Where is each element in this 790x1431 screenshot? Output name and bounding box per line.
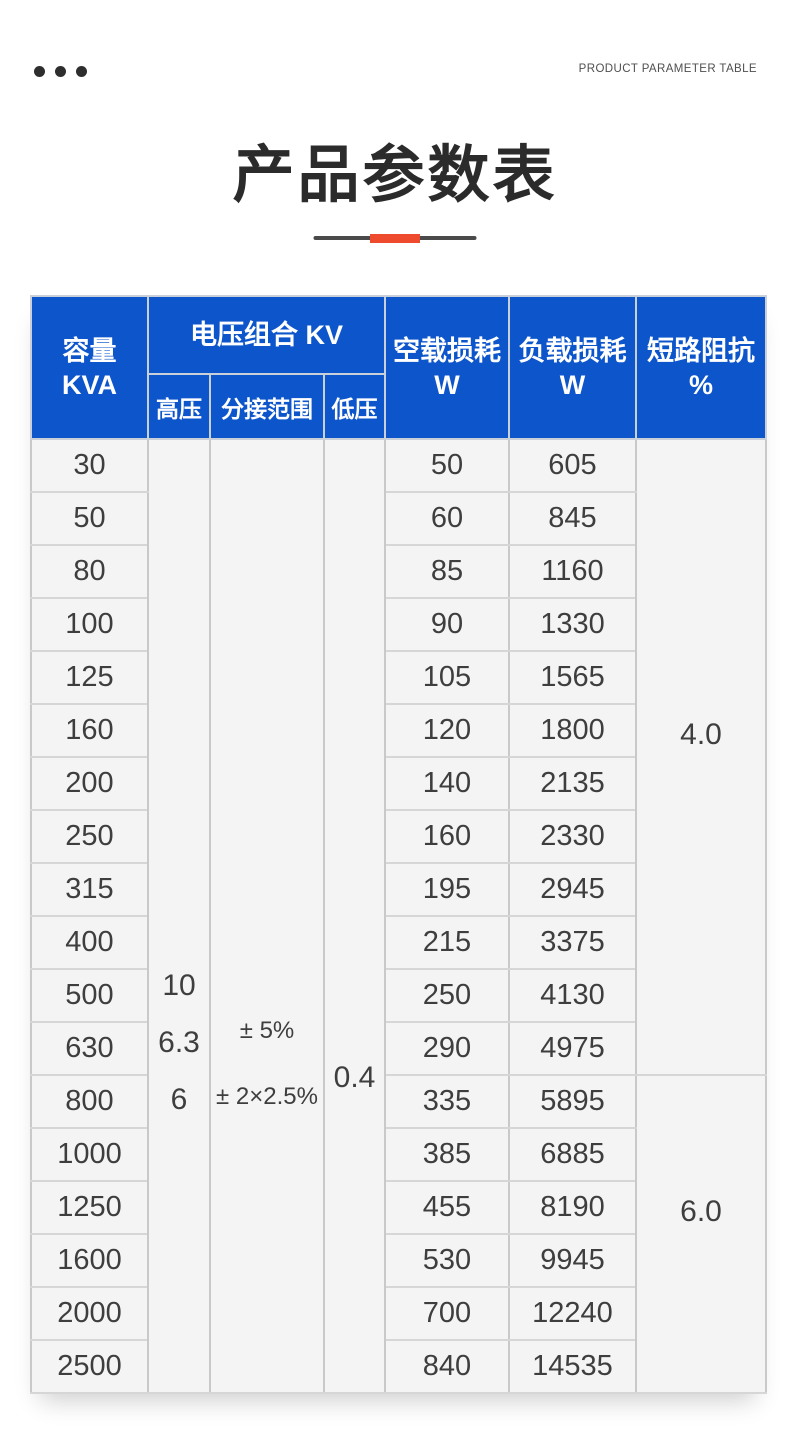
load-cell: 4130 [508,968,637,1023]
capacity-cell: 2000 [30,1286,149,1341]
dot-icon [55,66,66,77]
load-cell: 1160 [508,544,637,599]
table-row: 30 10 6.3 6 ± 5% ± 2×2.5% 0.4 50 605 4.0 [30,438,767,1394]
table-row: 500 250 4130 [30,968,766,1023]
parameters-table: 容量 KVA 电压组合 KV 空载损耗 W 负载损耗 W [30,295,767,1394]
no-load-cell: 530 [384,1233,510,1288]
no-load-cell: 290 [384,1021,510,1076]
no-load-cell: 140 [384,756,510,811]
capacity-cell: 200 [30,756,149,811]
load-cell: 2330 [508,809,637,864]
product-parameter-label: PRODUCT PARAMETER TABLE [578,63,757,75]
table-row: 50 60 845 [30,491,766,546]
col-header-low-voltage: 低压 [323,373,386,440]
col-header-no-load-loss: 空载损耗 W [384,295,510,440]
no-load-cell: 120 [384,703,510,758]
no-load-cell: 335 [384,1074,510,1129]
load-cell: 2945 [508,862,637,917]
load-cell: 2135 [508,756,637,811]
capacity-cell: 500 [30,968,149,1023]
title-underline [0,232,790,244]
no-load-cell: 60 [384,491,510,546]
impedance-cell: 6.0 [635,1074,767,1394]
table-row: 160 120 1800 [30,703,766,758]
no-load-cell: 90 [384,597,510,652]
col-header-voltage-group: 电压组合 KV [147,295,386,375]
table-row: 80 85 1160 [30,544,766,599]
load-cell: 845 [508,491,637,546]
no-load-cell: 105 [384,650,510,705]
table-row: 1250 455 8190 [30,1180,766,1235]
load-cell: 14535 [508,1339,637,1394]
capacity-cell: 630 [30,1021,149,1076]
capacity-cell: 100 [30,597,149,652]
tap-range-cell: ± 5% ± 2×2.5% [209,438,325,1394]
load-cell: 12240 [508,1286,637,1341]
high-voltage-cell: 10 6.3 6 [147,438,211,1394]
load-cell: 9945 [508,1233,637,1288]
table-row: 630 290 4975 [30,1021,766,1076]
col-header-tap-range: 分接范围 [209,373,325,440]
capacity-cell: 315 [30,862,149,917]
load-cell: 4975 [508,1021,637,1076]
table-row: 250 160 2330 [30,809,766,864]
no-load-cell: 250 [384,968,510,1023]
load-cell: 8190 [508,1180,637,1235]
no-load-cell: 160 [384,809,510,864]
table-row: 1000 385 6885 [30,1127,766,1182]
capacity-cell: 1250 [30,1180,149,1235]
load-cell: 6885 [508,1127,637,1182]
underline-accent [370,234,420,243]
capacity-cell: 800 [30,1074,149,1129]
table-row: 100 90 1330 [30,597,766,652]
load-cell: 1330 [508,597,637,652]
page-title: 产品参数表 [232,141,558,210]
capacity-cell: 160 [30,703,149,758]
capacity-cell: 30 [30,438,149,493]
capacity-cell: 1600 [30,1233,149,1288]
low-voltage-cell: 0.4 [323,438,386,1394]
table-row: 1600 530 9945 [30,1233,766,1288]
table-row: 800 335 5895 6.0 [30,1074,767,1394]
col-header-capacity: 容量 KVA [30,295,149,440]
table-row: 2000 700 12240 [30,1286,766,1341]
table-row: 2500 840 14535 [30,1339,766,1394]
no-load-cell: 195 [384,862,510,917]
table-row: 315 195 2945 [30,862,766,917]
capacity-cell: 1000 [30,1127,149,1182]
capacity-cell: 250 [30,809,149,864]
no-load-cell: 85 [384,544,510,599]
capacity-cell: 125 [30,650,149,705]
col-header-high-voltage: 高压 [147,373,211,440]
capacity-cell: 2500 [30,1339,149,1394]
three-dots-icon [34,66,87,77]
no-load-cell: 840 [384,1339,510,1394]
load-cell: 605 [508,438,637,493]
dot-icon [34,66,45,77]
table-row: 400 215 3375 [30,915,766,970]
no-load-cell: 700 [384,1286,510,1341]
col-header-load-loss: 负载损耗 W [508,295,637,440]
capacity-cell: 80 [30,544,149,599]
parameters-table-container: 容量 KVA 电压组合 KV 空载损耗 W 负载损耗 W [30,295,767,1394]
no-load-cell: 50 [384,438,510,493]
table-row: 125 105 1565 [30,650,766,705]
table-row: 200 140 2135 [30,756,766,811]
impedance-cell: 4.0 [635,438,767,1076]
load-cell: 1800 [508,703,637,758]
dot-icon [76,66,87,77]
no-load-cell: 455 [384,1180,510,1235]
no-load-cell: 215 [384,915,510,970]
load-cell: 5895 [508,1074,637,1129]
capacity-cell: 50 [30,491,149,546]
capacity-cell: 400 [30,915,149,970]
load-cell: 3375 [508,915,637,970]
load-cell: 1565 [508,650,637,705]
no-load-cell: 385 [384,1127,510,1182]
col-header-impedance: 短路阻抗 % [635,295,767,440]
